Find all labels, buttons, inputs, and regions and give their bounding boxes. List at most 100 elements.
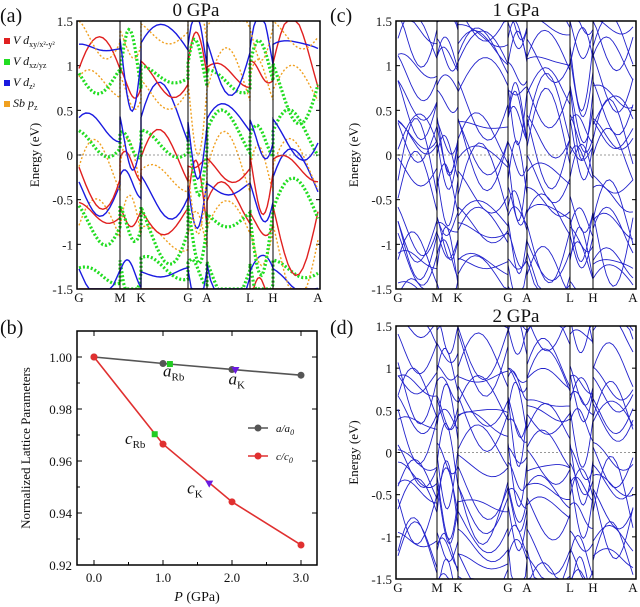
kpoint-label-H: H <box>588 580 597 595</box>
panel-label: (c) <box>330 5 352 27</box>
band-line <box>398 278 633 289</box>
band-line <box>397 521 634 579</box>
series-line-0 <box>93 356 302 376</box>
panel-label: (a) <box>0 5 22 27</box>
annotation-label: cK <box>187 479 203 501</box>
kpoint-label-H: H <box>268 290 277 305</box>
annotation-label: aK <box>229 369 246 391</box>
kpoint-label-L: L <box>566 580 574 595</box>
band-line <box>397 326 634 397</box>
panel-label: (d) <box>330 317 353 339</box>
annotation-text: c <box>125 429 133 448</box>
kpoint-label-A2: A <box>628 580 638 595</box>
band-line <box>78 21 319 99</box>
kpoint-label-K: K <box>136 290 146 305</box>
legend-label: a/a0 <box>276 423 294 437</box>
annotation-subscript: Rb <box>172 372 185 384</box>
band-line <box>78 128 319 216</box>
legend-label: V dxy/x²-y² <box>13 33 55 49</box>
band-line <box>398 21 634 68</box>
y-tick-label: -0.5 <box>371 488 392 503</box>
y-tick-label: 1.5 <box>57 14 73 29</box>
band-line <box>397 332 634 425</box>
kpoint-label-M: M <box>114 290 126 305</box>
panel-title: 2 GPa <box>493 306 541 327</box>
x-axis-label-var: P <box>173 590 183 605</box>
y-tick-label: -1.5 <box>52 282 73 297</box>
y-tick-label: 0.92 <box>49 558 72 573</box>
band-line <box>397 348 634 427</box>
band-line <box>397 27 634 113</box>
plot-frame <box>395 325 637 580</box>
band-line <box>397 106 634 192</box>
legend-marker <box>254 424 262 432</box>
band-line <box>397 74 634 144</box>
band-line <box>397 57 634 161</box>
x-tick-label: 1.0 <box>155 570 171 585</box>
legend-subscript: z² <box>29 82 36 91</box>
band-line <box>397 190 634 287</box>
band-line <box>78 254 319 289</box>
y-tick-label: -1 <box>62 237 73 252</box>
x-tick-label: 0.0 <box>86 570 102 585</box>
band-line <box>397 118 634 227</box>
data-point <box>228 498 236 506</box>
band-line <box>79 21 319 113</box>
band-line <box>78 107 320 198</box>
kpoint-label-A: A <box>522 290 532 305</box>
kpoint-label-A: A <box>522 580 532 595</box>
legend-text: V d <box>13 75 30 89</box>
kpoint-label-M: M <box>431 580 443 595</box>
x-tick-label: 3.0 <box>293 570 309 585</box>
kpoint-label-G: G <box>393 290 402 305</box>
band-line <box>397 444 634 510</box>
band-line <box>397 87 634 190</box>
band-line <box>398 326 634 355</box>
annotation-subscript: K <box>195 489 203 501</box>
band-line <box>398 569 633 579</box>
y-axis-label: Energy (eV) <box>27 123 42 187</box>
y-tick-label: 1.00 <box>49 350 72 365</box>
legend-subscript: xz/yz <box>29 61 47 70</box>
y-tick-label: -0.5 <box>52 193 73 208</box>
bands <box>397 326 634 579</box>
band-line <box>397 179 634 284</box>
y-tick-label: 0.96 <box>49 454 72 469</box>
x-axis-label: P (GPa) <box>173 590 220 605</box>
lattice-panel-b: (b) 0.92 0.94 0.96 0.98 1.00 0.0 1.0 2.0 3.0 P (GP… <box>0 317 318 605</box>
legend-subscript: 0 <box>289 456 293 465</box>
y-tick-label: 1 <box>386 59 393 74</box>
y-tick-label: 1 <box>386 361 393 376</box>
legend-subscript: 0 <box>290 428 294 437</box>
panel-title: 0 GPa <box>173 0 221 21</box>
y-tick-label: 0.94 <box>49 506 72 521</box>
plot-frame <box>76 20 321 290</box>
band-line <box>397 383 634 443</box>
y-tick-label: 1.5 <box>376 319 392 334</box>
y-axis-label: Energy (eV) <box>346 123 361 187</box>
plot-frame <box>395 20 637 290</box>
legend-label: c/c0 <box>276 451 293 465</box>
series-line-1 <box>93 356 302 546</box>
band-line <box>397 29 634 118</box>
marker-square <box>151 431 158 438</box>
kpoint-label-G: G <box>393 580 402 595</box>
kpoint-label-A2: A <box>628 290 638 305</box>
y-tick-label: 0 <box>386 148 393 163</box>
band-line <box>398 556 633 579</box>
panel-title: 1 GPa <box>493 0 541 21</box>
kpoint-label-K: K <box>453 580 463 595</box>
band-line <box>397 21 634 112</box>
marker-triangle <box>205 480 214 488</box>
data-point <box>90 353 98 361</box>
legend-swatch <box>4 80 10 86</box>
legend-swatch <box>4 38 10 44</box>
band-line <box>78 21 319 62</box>
y-axis-label: Normalized Lattice Parameters <box>18 367 33 529</box>
annotation-text: a <box>163 362 172 381</box>
band-line <box>77 27 320 127</box>
legend-label: V dxz/yz <box>13 54 47 70</box>
